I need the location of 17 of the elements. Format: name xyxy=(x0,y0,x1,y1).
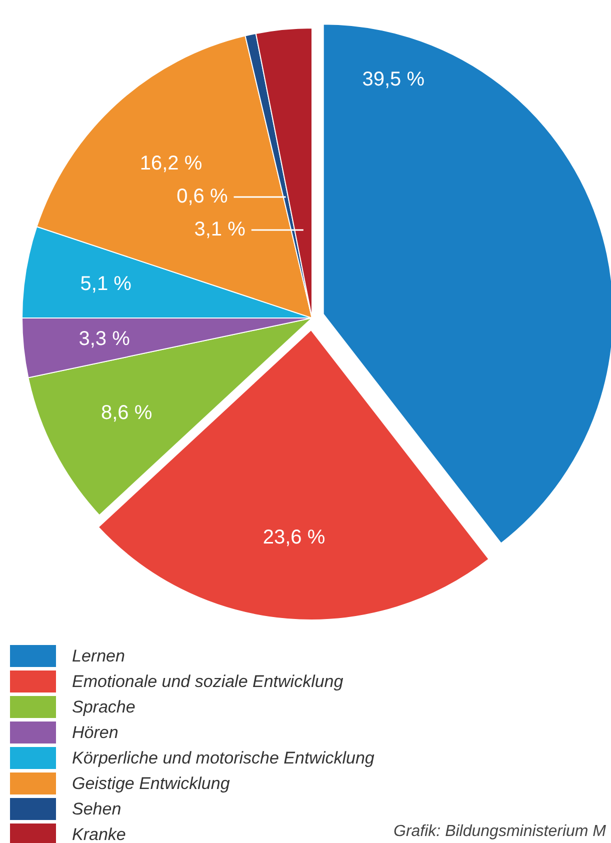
data-label: 23,6 % xyxy=(262,526,326,548)
legend-label: Geistige Entwicklung xyxy=(72,774,230,793)
data-label: 0,6 % xyxy=(176,185,228,208)
legend-label: Körperliche und motorische Entwicklung xyxy=(72,748,375,768)
legend-label: Hören xyxy=(72,722,118,742)
text: Grafik: Bildungsministerium M xyxy=(394,823,607,840)
data-label: 39,5 % xyxy=(362,68,425,90)
legend-label: Sehen xyxy=(72,799,122,818)
data-label: 16,2 % xyxy=(140,152,202,174)
legend-label: Sprache xyxy=(72,697,136,716)
legend-label: Emotionale und soziale Entwicklung xyxy=(72,672,344,691)
data-label: 8,6 % xyxy=(100,402,152,424)
data-label: 3,1 % xyxy=(194,218,246,240)
legend-label: Kranke xyxy=(72,824,126,843)
data-label: 5,1 % xyxy=(80,272,132,295)
legend-label: Lernen xyxy=(72,646,125,666)
data-label: 3,3 % xyxy=(78,328,130,350)
